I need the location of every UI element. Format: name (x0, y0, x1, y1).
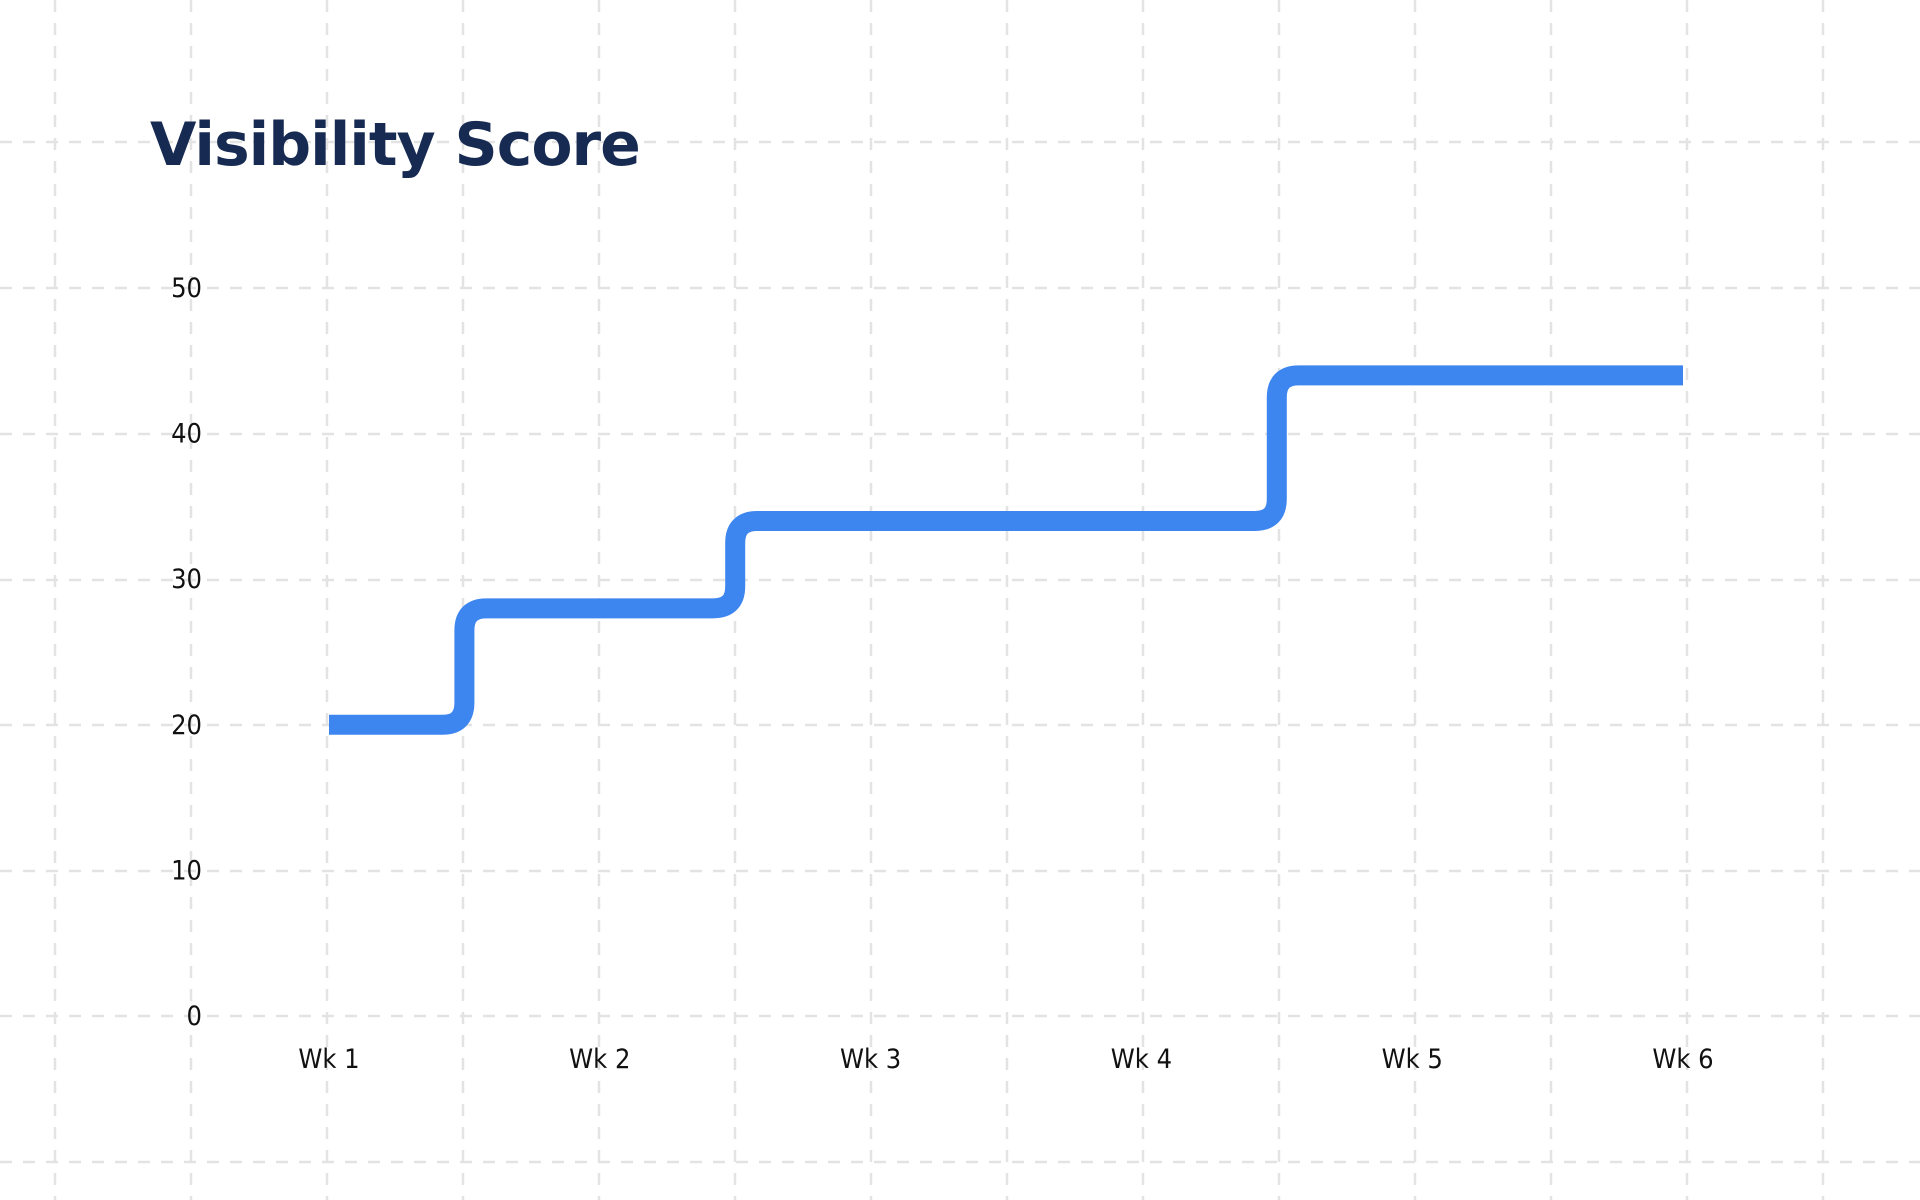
y-axis-ticks: 0 10 20 30 40 50 (171, 273, 202, 1032)
x-tick-label: Wk 4 (1111, 1044, 1172, 1075)
y-tick-label: 50 (171, 273, 202, 304)
y-tick-label: 20 (171, 710, 202, 741)
y-tick-label: 10 (171, 855, 202, 886)
y-tick-label: 40 (171, 419, 202, 450)
chart-title: Visibility Score (150, 110, 641, 180)
y-tick-label: 0 (187, 1001, 202, 1032)
x-tick-label: Wk 1 (298, 1044, 359, 1075)
x-tick-label: Wk 5 (1382, 1044, 1443, 1075)
x-axis-ticks: Wk 1 Wk 2 Wk 3 Wk 4 Wk 5 Wk 6 (298, 1044, 1713, 1075)
x-tick-label: Wk 2 (569, 1044, 630, 1075)
series-layer (329, 365, 1683, 735)
series-line (329, 365, 1683, 735)
x-tick-label: Wk 3 (840, 1044, 901, 1075)
y-tick-label: 30 (171, 564, 202, 595)
x-tick-label: Wk 6 (1652, 1044, 1713, 1075)
